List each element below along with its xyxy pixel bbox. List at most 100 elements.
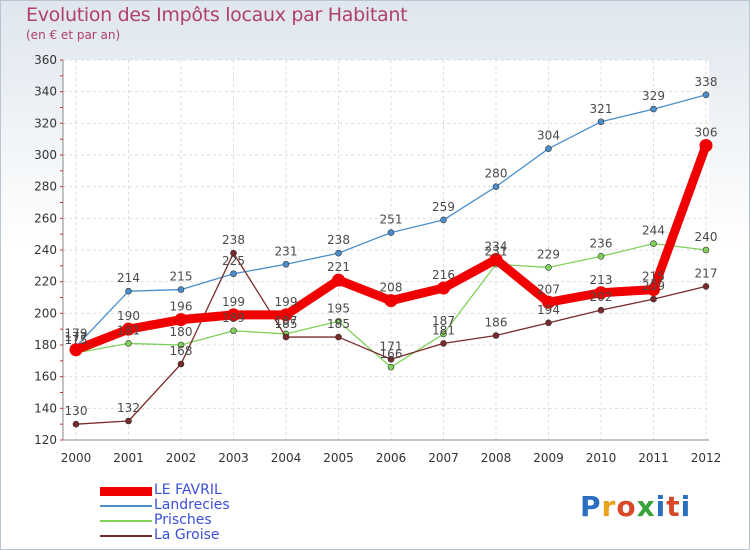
y-tick-label: 300 bbox=[34, 148, 57, 162]
data-label-le-favril: 199 bbox=[222, 295, 245, 309]
data-label-la-groise: 186 bbox=[485, 316, 508, 330]
data-label-prisches: 166 bbox=[380, 347, 403, 361]
data-label-prisches: 244 bbox=[642, 224, 665, 238]
data-label-la-groise: 217 bbox=[695, 266, 718, 280]
data-label-le-favril: 199 bbox=[275, 295, 298, 309]
y-tick-label: 320 bbox=[34, 116, 57, 130]
data-point-le-favril bbox=[332, 273, 345, 287]
data-label-la-groise: 209 bbox=[642, 279, 665, 293]
data-point-prisches bbox=[335, 317, 342, 325]
y-tick-label: 220 bbox=[34, 275, 57, 289]
data-label-prisches: 195 bbox=[327, 301, 350, 315]
data-label-le-favril: 215 bbox=[642, 270, 665, 284]
data-label-le-favril: 208 bbox=[380, 281, 403, 295]
x-tick-label: 2007 bbox=[428, 451, 459, 465]
data-point-la-groise bbox=[177, 360, 185, 368]
data-label-le-favril: 234 bbox=[485, 240, 508, 254]
data-label-prisches: 236 bbox=[590, 236, 613, 250]
data-point-landrecies bbox=[597, 118, 605, 126]
chart-subtitle: (en € et par an) bbox=[26, 28, 121, 42]
data-label-prisches: 181 bbox=[117, 323, 140, 337]
data-label-le-favril: 216 bbox=[432, 268, 455, 282]
data-point-prisches bbox=[440, 330, 447, 338]
data-label-le-favril: 221 bbox=[327, 260, 350, 274]
data-label-la-groise: 132 bbox=[117, 401, 140, 415]
data-point-la-groise bbox=[387, 355, 395, 363]
data-point-le-favril bbox=[647, 283, 660, 297]
data-label-prisches: 180 bbox=[170, 325, 193, 339]
y-tick-label: 360 bbox=[34, 53, 57, 67]
data-label-le-favril: 213 bbox=[590, 273, 613, 287]
data-point-prisches bbox=[545, 264, 552, 271]
data-point-la-groise bbox=[125, 417, 132, 425]
data-point-la-groise bbox=[545, 319, 552, 327]
y-tick-label: 200 bbox=[34, 306, 57, 320]
y-tick-label: 260 bbox=[34, 211, 57, 225]
data-point-le-favril bbox=[384, 294, 398, 308]
data-point-la-groise bbox=[72, 420, 80, 428]
data-point-la-groise bbox=[440, 340, 447, 347]
x-tick-label: 2011 bbox=[638, 451, 669, 465]
data-point-le-favril bbox=[174, 313, 188, 327]
data-point-la-groise bbox=[650, 295, 657, 303]
data-label-la-groise: 238 bbox=[222, 233, 245, 247]
data-point-landrecies bbox=[177, 286, 185, 293]
x-tick-label: 2010 bbox=[586, 451, 617, 465]
data-point-prisches bbox=[230, 327, 237, 335]
data-point-landrecies bbox=[440, 216, 447, 224]
data-point-la-groise bbox=[492, 332, 500, 339]
data-point-le-favril bbox=[594, 286, 608, 300]
data-label-le-favril: 190 bbox=[117, 309, 140, 323]
data-label-landrecies: 238 bbox=[327, 233, 350, 247]
data-label-landrecies: 225 bbox=[222, 254, 245, 268]
data-label-la-groise: 168 bbox=[170, 344, 193, 358]
data-label-prisches: 240 bbox=[695, 230, 718, 244]
y-tick-label: 340 bbox=[34, 85, 57, 99]
data-label-landrecies: 321 bbox=[590, 102, 613, 116]
data-point-le-favril bbox=[279, 308, 293, 322]
data-point-le-favril bbox=[227, 308, 240, 322]
data-label-le-favril: 306 bbox=[695, 126, 718, 140]
data-label-la-groise: 185 bbox=[327, 317, 350, 331]
data-label-le-favril: 177 bbox=[65, 330, 88, 344]
data-point-le-favril bbox=[542, 295, 555, 309]
data-point-la-groise bbox=[597, 306, 605, 314]
logo-letter: o bbox=[616, 490, 637, 523]
data-label-landrecies: 259 bbox=[432, 200, 455, 214]
data-label-landrecies: 304 bbox=[537, 129, 560, 143]
data-label-prisches: 175 bbox=[65, 333, 88, 347]
x-tick-label: 2009 bbox=[533, 451, 564, 465]
chart-title: Evolution des Impôts locaux par Habitant bbox=[26, 4, 408, 26]
data-label-le-favril: 207 bbox=[537, 282, 560, 296]
legend-swatch bbox=[100, 535, 152, 537]
data-label-landrecies: 214 bbox=[117, 271, 140, 285]
data-label-prisches: 187 bbox=[275, 314, 298, 328]
data-label-la-groise: 171 bbox=[380, 339, 403, 353]
logo-letter: x bbox=[636, 490, 656, 523]
data-point-landrecies bbox=[492, 183, 500, 190]
x-tick-label: 2000 bbox=[61, 451, 92, 465]
logo-letter: i bbox=[655, 490, 667, 523]
data-label-prisches: 229 bbox=[537, 247, 560, 261]
data-point-le-favril bbox=[699, 139, 713, 152]
data-label-landrecies: 338 bbox=[695, 75, 718, 89]
data-label-landrecies: 215 bbox=[170, 270, 193, 284]
data-label-landrecies: 251 bbox=[380, 213, 403, 227]
x-tick-label: 2003 bbox=[218, 451, 249, 465]
x-tick-label: 2002 bbox=[166, 451, 197, 465]
data-point-landrecies bbox=[702, 91, 710, 99]
data-label-la-groise: 202 bbox=[590, 290, 613, 304]
y-tick-label: 280 bbox=[34, 180, 57, 194]
data-label-le-favril: 196 bbox=[170, 300, 193, 314]
data-label-la-groise: 194 bbox=[537, 303, 560, 317]
data-point-landrecies bbox=[335, 249, 342, 257]
data-point-prisches bbox=[387, 363, 395, 371]
legend-label: Prisches bbox=[154, 512, 212, 528]
y-tick-label: 120 bbox=[34, 433, 57, 447]
data-label-la-groise: 181 bbox=[432, 323, 455, 337]
data-point-le-favril bbox=[69, 343, 83, 357]
data-point-landrecies bbox=[282, 260, 290, 268]
data-point-landrecies bbox=[650, 105, 657, 113]
data-point-prisches bbox=[177, 341, 185, 349]
